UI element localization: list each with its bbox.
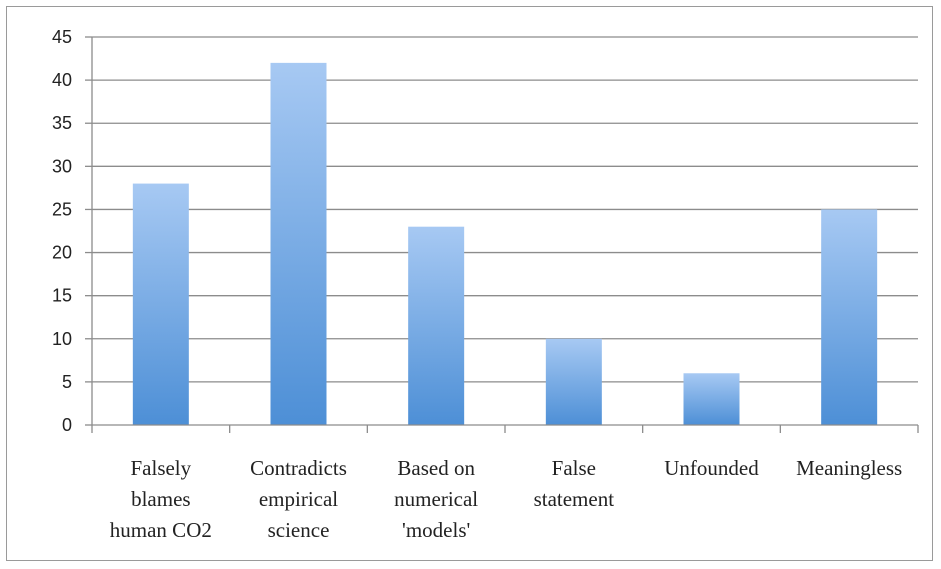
x-tick-label-line: Falsely bbox=[130, 456, 191, 480]
bar bbox=[545, 338, 602, 425]
y-tick-label: 10 bbox=[52, 329, 72, 349]
bar bbox=[132, 183, 189, 425]
y-tick-label: 15 bbox=[52, 286, 72, 306]
x-tick-label-line: Contradicts bbox=[250, 456, 347, 480]
x-tick-label-line: numerical bbox=[394, 487, 478, 511]
y-tick-label: 0 bbox=[62, 415, 72, 435]
x-tick-labels: Falsely blames human CO2 Contradicts empiric… bbox=[110, 456, 902, 542]
y-tick-label: 30 bbox=[52, 156, 72, 176]
y-tick-label: 20 bbox=[52, 243, 72, 263]
gridlines bbox=[92, 36, 918, 383]
y-tick-labels: 0 5 10 15 20 25 30 35 40 45 bbox=[52, 27, 72, 435]
bar bbox=[683, 373, 740, 425]
bar bbox=[270, 62, 327, 425]
axes bbox=[85, 36, 919, 433]
x-tick-label: Unfounded bbox=[664, 456, 759, 480]
x-tick-label-line: Meaningless bbox=[796, 456, 902, 480]
y-tick-label: 5 bbox=[62, 372, 72, 392]
x-tick-label: Meaningless bbox=[796, 456, 902, 480]
x-tick-label-line: Based on bbox=[397, 456, 475, 480]
x-tick-label: Based on numerical 'models' bbox=[394, 456, 478, 542]
y-tick-label: 45 bbox=[52, 27, 72, 47]
x-tick-label-line: blames bbox=[131, 487, 190, 511]
y-tick-label: 40 bbox=[52, 70, 72, 90]
bars bbox=[132, 62, 878, 425]
x-tick-label-line: False bbox=[552, 456, 596, 480]
bar bbox=[821, 209, 878, 425]
bar bbox=[408, 226, 465, 425]
x-tick-label-line: 'models' bbox=[402, 518, 470, 542]
x-tick-label-line: statement bbox=[534, 487, 615, 511]
x-tick-label-line: science bbox=[268, 518, 330, 542]
x-tick-label-line: human CO2 bbox=[110, 518, 212, 542]
x-tick-label-line: empirical bbox=[259, 487, 338, 511]
x-tick-label: Contradicts empirical science bbox=[250, 456, 347, 542]
x-tick-label: False statement bbox=[534, 456, 615, 511]
y-tick-label: 35 bbox=[52, 113, 72, 133]
x-tick-label: Falsely blames human CO2 bbox=[110, 456, 212, 542]
y-tick-label: 25 bbox=[52, 199, 72, 219]
x-tick-label-line: Unfounded bbox=[664, 456, 759, 480]
